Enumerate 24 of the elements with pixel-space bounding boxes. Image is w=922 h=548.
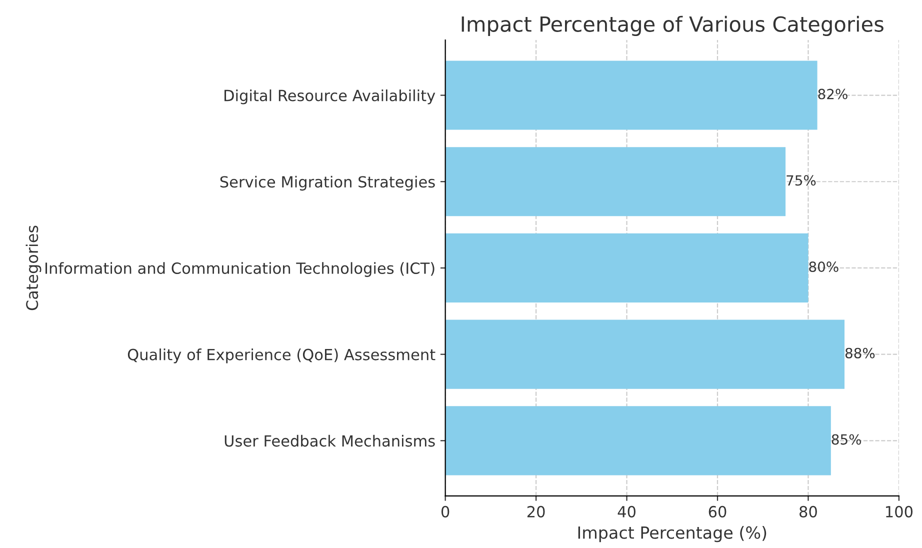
y-tick-label: Information and Communication Technologies (ICT)	[46, 262, 434, 277]
x-axis-title: Impact Percentage (%)	[578, 526, 766, 542]
bar	[445, 406, 831, 476]
y-axis-title: Categories	[26, 226, 42, 310]
data-label: 80%	[809, 261, 838, 272]
y-tick-label: Service Migration Strategies	[220, 176, 435, 191]
data-label: 82%	[818, 88, 848, 100]
y-tick-label: User Feedback Mechanisms	[224, 434, 435, 447]
chart-title: Impact Percentage of Various Categories	[462, 16, 884, 36]
x-tick-label: 100	[886, 506, 913, 518]
bar	[445, 320, 845, 389]
bar	[445, 233, 808, 303]
x-tick-label: 0	[441, 506, 450, 518]
y-tick-label: Digital Resource Availability	[224, 89, 436, 104]
bar	[445, 60, 818, 130]
x-tick-label: 40	[618, 506, 636, 518]
bar	[445, 147, 786, 216]
data-label: 85%	[832, 434, 862, 445]
data-label: 88%	[845, 348, 875, 358]
x-tick-label: 80	[800, 506, 817, 518]
y-tick-label: Quality of Experience (QoE) Assessment	[128, 348, 436, 364]
data-label: 75%	[786, 175, 816, 186]
x-tick-label: 60	[708, 506, 726, 518]
x-tick-label: 20	[527, 506, 545, 518]
